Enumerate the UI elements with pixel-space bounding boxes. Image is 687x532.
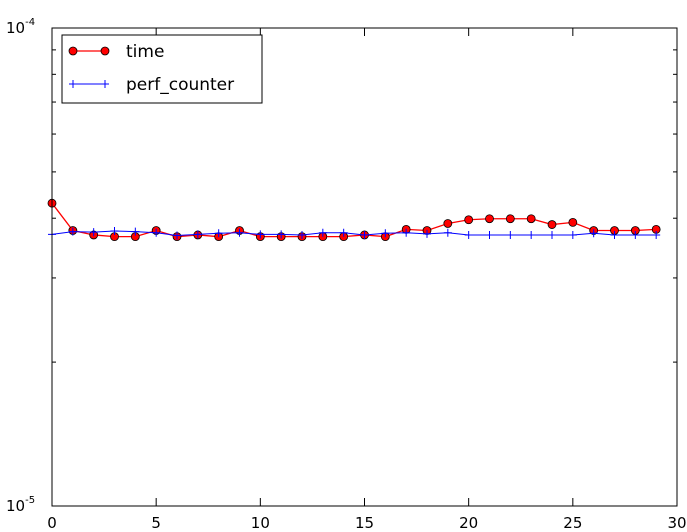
legend-perf-counter-label: perf_counter [126, 75, 234, 95]
data-point-perf-counter [235, 228, 244, 237]
data-point-perf-counter [131, 227, 140, 236]
data-point-perf-counter [506, 230, 515, 239]
data-point-time [443, 219, 453, 228]
data-point-perf-counter [548, 230, 556, 239]
legend-time-marker [100, 46, 110, 56]
legend-perf-counter-marker [69, 80, 77, 88]
legend: time perf_counter [61, 34, 263, 104]
data-point-perf-counter [339, 228, 348, 237]
data-point-perf-counter [110, 227, 119, 236]
data-point-perf-counter [381, 229, 390, 238]
ticks-layer [51, 27, 678, 507]
data-point-perf-counter [652, 230, 661, 239]
plot-area [52, 28, 677, 506]
x-tick-label: 10 [251, 514, 270, 532]
data-point-perf-counter [277, 230, 286, 239]
data-point-perf-counter [173, 231, 181, 240]
legend-time-marker [68, 46, 78, 56]
data-point-time [485, 214, 494, 224]
x-tick-label: 0 [47, 514, 57, 532]
x-tick-label: 15 [355, 514, 374, 532]
legend-time-label: time [126, 42, 164, 62]
data-point-perf-counter [464, 230, 473, 239]
data-point-perf-counter [527, 230, 536, 239]
data-point-time [568, 218, 578, 227]
data-point-perf-counter [443, 228, 452, 237]
data-point-perf-counter [423, 229, 431, 238]
y-tick-label: 10-4 [6, 17, 35, 37]
data-point-perf-counter [610, 230, 619, 239]
x-tick-label: 30 [667, 514, 686, 532]
data-point-perf-counter [214, 229, 223, 238]
data-point-perf-counter [193, 230, 202, 239]
data-point-perf-counter [256, 230, 265, 239]
y-tick-label: 10-5 [6, 495, 35, 515]
legend-box [61, 34, 263, 104]
data-point-perf-counter [68, 227, 77, 236]
data-point-perf-counter [360, 230, 369, 239]
data-point-perf-counter [485, 230, 494, 239]
data-point-time [526, 214, 536, 224]
data-point-perf-counter [298, 230, 306, 239]
data-point-perf-counter [89, 228, 98, 237]
data-point-perf-counter [318, 228, 327, 237]
data-point-time [547, 220, 557, 229]
data-point-time [464, 215, 474, 225]
y-tick-labels: 10-5 10-4 [6, 17, 35, 515]
data-point-time [505, 214, 515, 224]
legend-perf-counter-marker [101, 80, 109, 88]
data-point-perf-counter [402, 228, 411, 237]
x-tick-labels: 0 5 10 15 20 25 30 [47, 514, 686, 532]
series-layer [47, 198, 661, 242]
data-point-perf-counter [568, 230, 577, 239]
x-tick-label: 25 [563, 514, 582, 532]
x-tick-label: 5 [151, 514, 161, 532]
data-point-perf-counter [589, 229, 598, 238]
data-point-perf-counter [631, 230, 640, 239]
x-tick-label: 20 [459, 514, 478, 532]
data-point-perf-counter [152, 228, 161, 237]
